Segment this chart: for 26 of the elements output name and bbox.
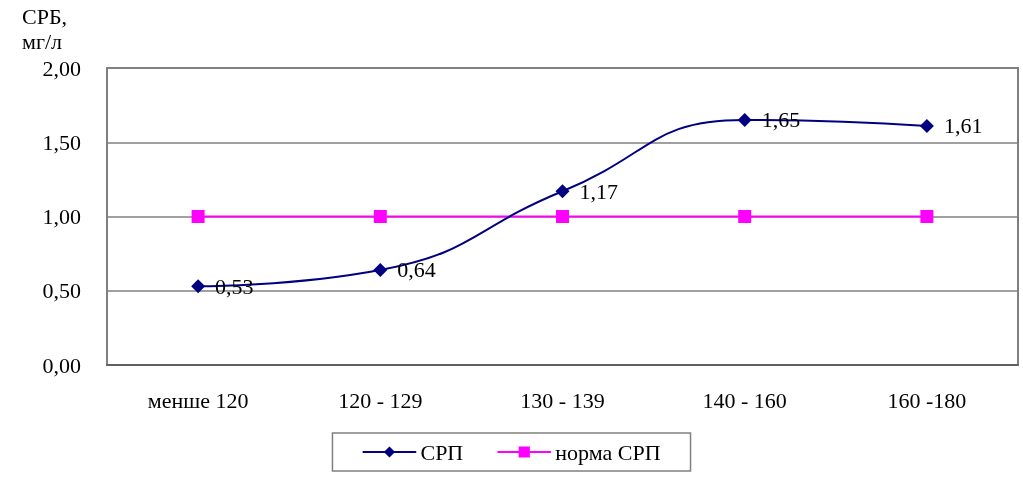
y-tick-label: 0,00 xyxy=(42,352,81,378)
point xyxy=(373,210,387,223)
point xyxy=(920,210,934,223)
x-tick-label: 120 - 129 xyxy=(338,387,423,413)
x-tick-label: менше 120 xyxy=(147,387,249,413)
y-tick-label: 2,00 xyxy=(42,55,81,81)
point xyxy=(555,184,570,199)
y-tick-label: 1,50 xyxy=(42,129,81,155)
legend-label: СРП xyxy=(420,439,464,465)
data-label: 1,61 xyxy=(943,113,983,139)
x-tick-label: 140 - 160 xyxy=(702,387,787,413)
x-tick-label: 160 -180 xyxy=(887,387,967,413)
y-axis-title: СРБ, мг/л xyxy=(22,4,68,54)
point xyxy=(556,210,569,223)
point xyxy=(738,210,752,223)
point xyxy=(373,262,388,277)
point xyxy=(191,210,205,223)
data-label: 1,17 xyxy=(579,178,618,204)
point xyxy=(191,279,206,294)
legend-label: норма СРП xyxy=(555,439,661,465)
data-label: 0,64 xyxy=(397,257,436,283)
x-tick-label: 130 - 139 xyxy=(520,387,605,413)
point xyxy=(737,112,752,127)
y-tick-label: 1,00 xyxy=(42,204,81,229)
y-tick-label: 0,50 xyxy=(42,278,81,304)
point xyxy=(919,118,934,133)
